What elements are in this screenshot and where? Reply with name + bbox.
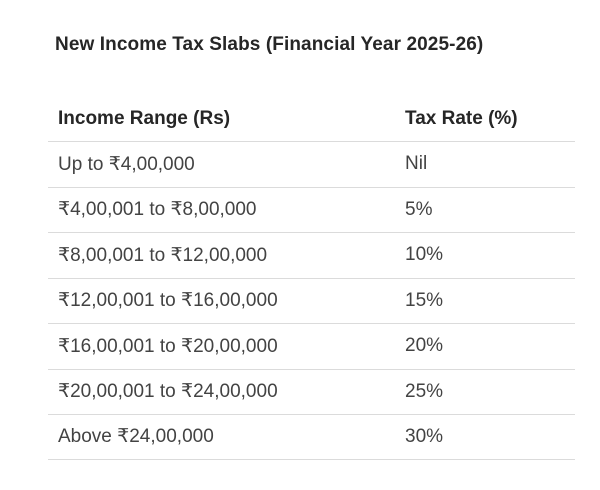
table-row: Up to ₹4,00,000 Nil (48, 141, 575, 187)
table-row: ₹8,00,001 to ₹12,00,000 10% (48, 232, 575, 278)
income-range-cell: ₹16,00,001 to ₹20,00,000 (58, 335, 278, 357)
income-range-cell: ₹12,00,001 to ₹16,00,000 (58, 290, 278, 312)
income-range-cell: Up to ₹4,00,000 (58, 153, 195, 175)
tax-rate-cell: 20% (405, 335, 444, 357)
column-header-income-range: Income Range (Rs) (58, 107, 231, 129)
income-tax-slab-table: Income Range (Rs) Tax Rate (%) Up to ₹4,… (48, 96, 575, 460)
income-range-cell: Above ₹24,00,000 (58, 426, 214, 448)
tax-rate-cell: 25% (405, 380, 444, 402)
income-range-cell: ₹4,00,001 to ₹8,00,000 (58, 199, 257, 221)
tax-rate-cell: 15% (405, 289, 444, 311)
income-range-cell: ₹20,00,001 to ₹24,00,000 (58, 381, 278, 403)
column-header-tax-rate: Tax Rate (%) (405, 107, 518, 129)
page-title: New Income Tax Slabs (Financial Year 202… (55, 34, 484, 55)
table-row: ₹12,00,001 to ₹16,00,000 15% (48, 277, 575, 324)
table-row: Above ₹24,00,000 30% (48, 414, 575, 460)
table-header-row: Income Range (Rs) Tax Rate (%) (48, 96, 575, 141)
tax-rate-cell: 5% (405, 198, 433, 220)
table-row: ₹4,00,001 to ₹8,00,000 5% (48, 186, 575, 233)
table-row: ₹16,00,001 to ₹20,00,000 20% (48, 323, 575, 369)
income-range-cell: ₹8,00,001 to ₹12,00,000 (58, 244, 268, 266)
tax-rate-cell: 30% (405, 425, 444, 447)
tax-rate-cell: 10% (405, 244, 444, 266)
table-row: ₹20,00,001 to ₹24,00,000 25% (48, 368, 575, 415)
tax-rate-cell: Nil (405, 153, 428, 175)
